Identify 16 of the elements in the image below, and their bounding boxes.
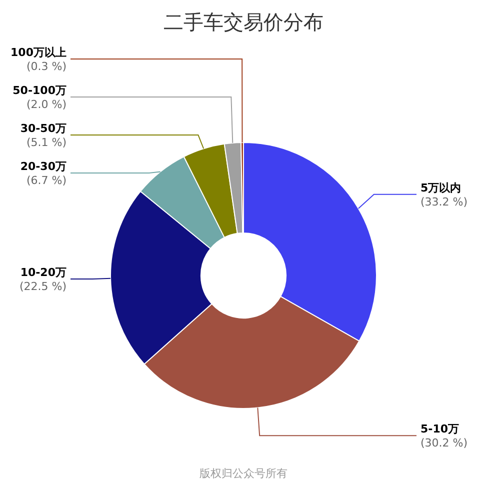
data-label: (6.7 %): [26, 174, 66, 187]
data-label: (33.2 %): [420, 195, 468, 208]
slice-label: 20-30万: [20, 160, 66, 173]
slice-label: 5-10万: [420, 422, 460, 436]
slice-label: 100万以上: [10, 46, 66, 59]
chart-title: 二手车交易价分布: [164, 10, 324, 34]
data-label: (2.0 %): [26, 98, 66, 111]
slice-label: 30-50万: [20, 122, 66, 135]
data-label: (5.1 %): [26, 136, 66, 149]
slice-label: 10-20万: [20, 266, 66, 279]
text: 版权归公众号所有: [198, 466, 288, 481]
data-label: (30.2 %): [420, 436, 468, 450]
data-label: (0.3 %): [26, 60, 66, 73]
slice-label: 5万以内: [420, 181, 462, 194]
data-label: (22.5 %): [19, 280, 66, 293]
slice-label: 50-100万: [12, 84, 66, 97]
